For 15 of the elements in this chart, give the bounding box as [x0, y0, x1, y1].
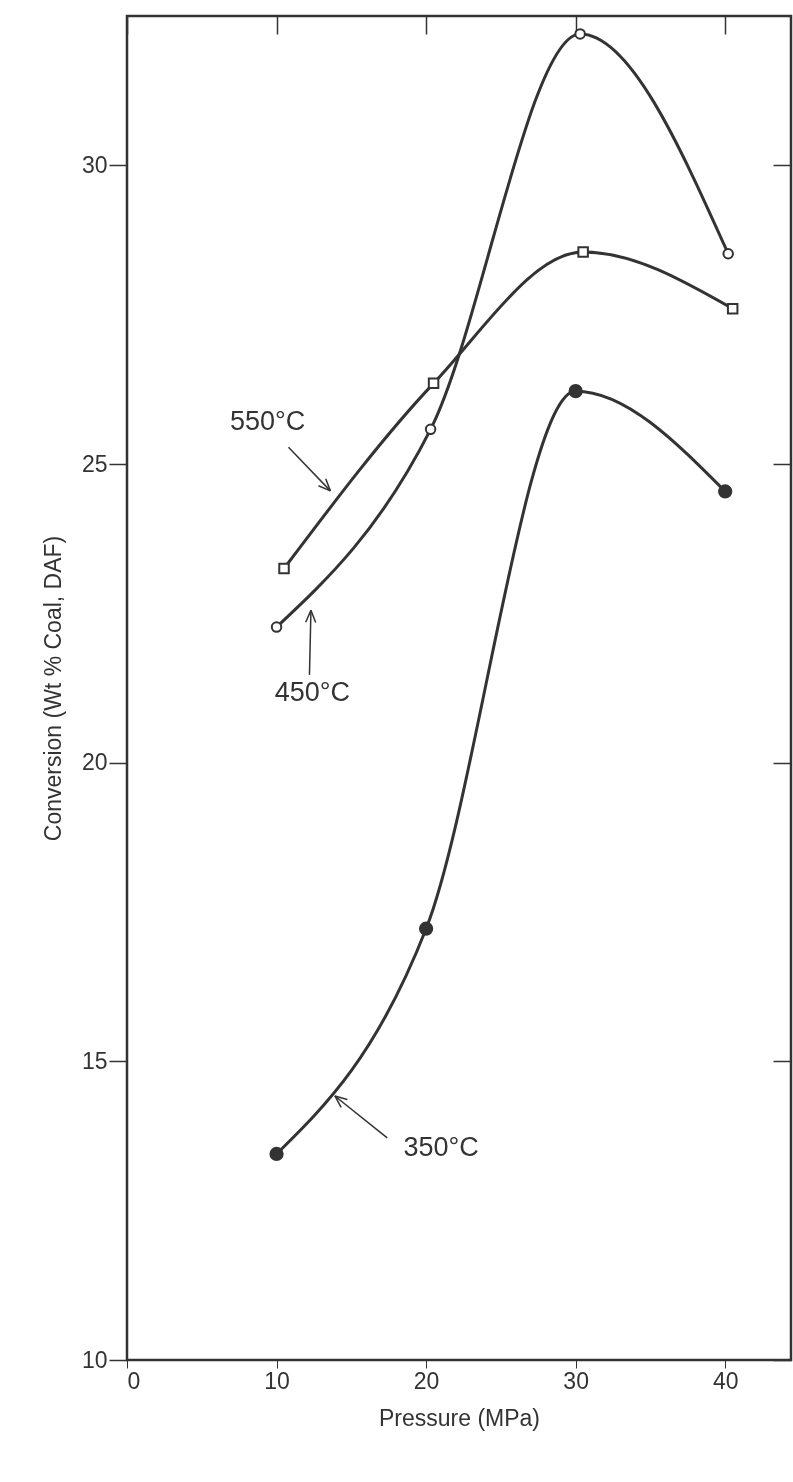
y-tick-label: 30 [81, 151, 108, 178]
legend-label: 450°C [274, 676, 351, 707]
x-tick-label: 20 [413, 1367, 440, 1394]
x-tick-label: 40 [712, 1367, 739, 1394]
x-tick-label: 10 [264, 1367, 290, 1394]
x-tick-label: 0 [127, 1367, 141, 1394]
text: 550°C [229, 406, 306, 437]
y-tick-label: 25 [81, 450, 108, 477]
x-tick-label: 30 [563, 1367, 589, 1394]
text: 350°C [403, 1131, 479, 1162]
y-tick-label: 15 [81, 1047, 108, 1074]
y-tick-label: 20 [81, 749, 108, 776]
y-axis-title: Conversion (Wt % Coal, DAF) [39, 535, 66, 842]
x-axis-title: Pressure (MPa) [378, 1404, 541, 1431]
y-tick-label: 10 [81, 1346, 108, 1373]
